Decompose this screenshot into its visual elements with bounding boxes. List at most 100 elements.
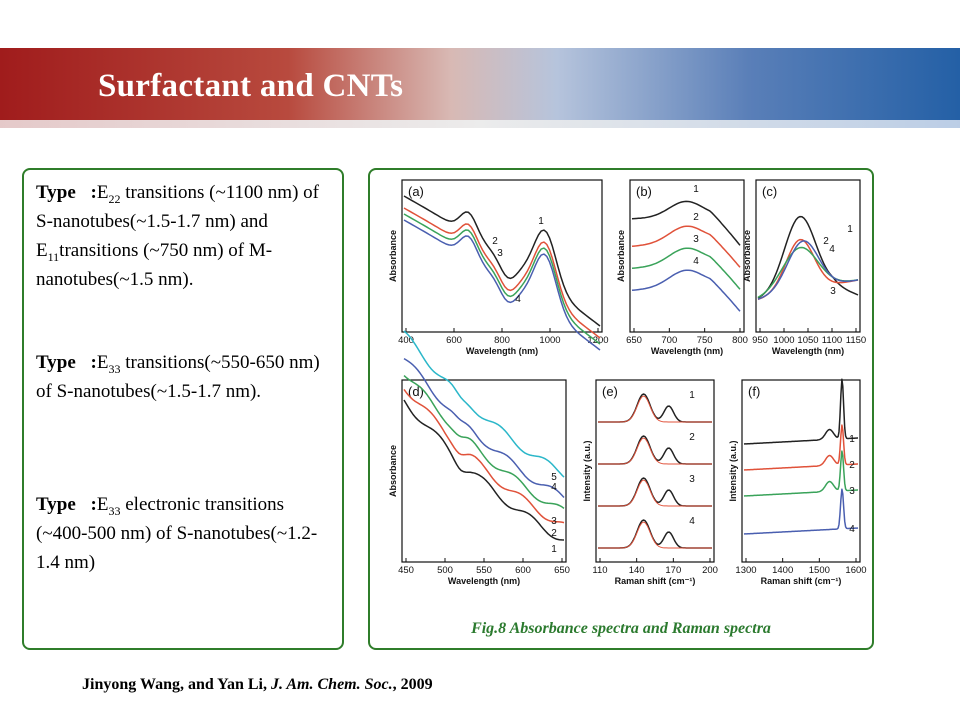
panel-b-curve-label: 2 (693, 212, 699, 223)
panel-e-ylabel: Intensity (a.u.) (582, 440, 592, 501)
panel-c-tick-label: 1150 (846, 335, 866, 346)
panel-e: (e) 110 140 170 200 Raman shift (cm⁻¹) Intensi… (582, 379, 718, 586)
panel-a-tick-label: 1000 (539, 335, 560, 346)
panel-c-xlabel: Wavelength (nm) (772, 346, 844, 356)
type-2-e-symbol: E (96, 352, 109, 373)
type-3-paragraph: Type :E33 electronic transitions (~400-5… (36, 490, 336, 577)
panel-a-curve-label: 2 (492, 236, 498, 247)
panel-e-curve-label: 3 (689, 474, 695, 485)
panel-c-tick-label: 1100 (822, 335, 842, 346)
panel-c-curve-4 (757, 240, 859, 300)
panel-b-xlabel: Wavelength (nm) (651, 346, 723, 356)
panel-d-frame (401, 379, 567, 563)
panel-e-letter: (e) (602, 384, 618, 399)
figure-caption: Fig.8 Absorbance spectra and Raman spect… (471, 620, 771, 637)
citation-year: , 2009 (392, 676, 433, 693)
panel-b-tick-label: 650 (626, 335, 642, 346)
panel-d-curve-1 (403, 399, 565, 541)
panel-a-tick-label: 400 (398, 335, 414, 346)
panel-f-xlabel: Raman shift (cm⁻¹) (761, 576, 842, 586)
panel-b-curve-label: 3 (693, 234, 699, 245)
panel-c-curve-1 (757, 215, 859, 299)
panel-e-tick-label: 140 (629, 565, 645, 576)
panel-c-frame (755, 179, 861, 333)
panel-d-curve-label: 1 (551, 544, 557, 555)
citation-authors: Jinyong Wang, and Yan Li, (82, 676, 271, 693)
type-1-e2-symbol: E (36, 240, 48, 261)
panel-d-tick-label: 550 (476, 565, 492, 576)
type-1-e-subscript: 22 (108, 191, 121, 206)
panel-f-curve-label: 1 (849, 434, 855, 445)
banner-shadow (0, 120, 960, 128)
panel-d-tick-label: 650 (554, 565, 570, 576)
figure-box: (a) 400 600 800 1000 1200 Wavelength (nm) Absor… (368, 168, 874, 650)
panel-d-tick-label: 600 (515, 565, 531, 576)
panel-b-curve-label: 4 (693, 256, 699, 267)
type-2-paragraph: Type :E33 transitions(~550-650 nm) of S-… (36, 348, 336, 406)
panel-e-curve-label: 4 (689, 516, 695, 527)
panel-d-curve-label: 3 (551, 516, 557, 527)
panel-a-tick-label: 600 (446, 335, 462, 346)
panel-c-ylabel: Absorbance (742, 230, 752, 282)
panel-d-curve-label: 5 (551, 472, 557, 483)
panel-a-curve-2 (403, 207, 601, 339)
type-1-label: Type : (36, 182, 97, 203)
type-2-text: transitions(~550-650 nm) of S-nanotubes(… (36, 352, 320, 402)
panel-f-curve-4 (743, 488, 859, 535)
type-2-e-subscript: 33 (108, 361, 121, 376)
panel-a-curve-label: 4 (515, 294, 521, 305)
panel-e-frame (595, 379, 715, 563)
type-1-paragraph: Type : E 22 transitions (~1100 nm) of S-na… (36, 178, 336, 294)
panel-e-xlabel: Raman shift (cm⁻¹) (615, 576, 696, 586)
panel-e-fit-3 (598, 479, 712, 507)
panel-f-curve-label: 2 (849, 460, 855, 471)
panel-a-ylabel: Absorbance (388, 230, 398, 282)
panel-a-curve-label: 1 (538, 216, 544, 227)
panel-c-curve-label: 3 (830, 286, 836, 297)
panel-d-curve-4 (403, 357, 565, 499)
panel-e-fit-1 (598, 395, 712, 423)
panel-d-curve-label: 4 (551, 482, 557, 493)
panel-e-fit-4 (598, 521, 712, 549)
citation-journal: J. Am. Chem. Soc. (270, 676, 393, 693)
panel-f-tick-label: 1500 (809, 565, 830, 576)
panel-a-xlabel: Wavelength (nm) (466, 346, 538, 356)
panel-c-curve-label: 1 (847, 224, 853, 235)
panel-e-curve-2 (598, 435, 712, 465)
type-1-e2-subscript: 11 (47, 249, 60, 264)
panel-d-curve-label: 2 (551, 528, 557, 539)
panel-a-curve-3 (403, 213, 601, 345)
panel-e-curve-label: 2 (689, 432, 695, 443)
panel-b-ylabel: Absorbance (616, 230, 626, 282)
panel-d-curve-5 (403, 330, 565, 478)
panel-b-tick-label: 700 (661, 335, 677, 346)
citation: Jinyong Wang, and Yan Li, J. Am. Chem. S… (82, 676, 433, 694)
panel-b-curve-4 (631, 269, 741, 312)
panel-f-ylabel: Intensity (a.u.) (728, 440, 738, 501)
panel-b-curve-1 (631, 200, 741, 246)
panel-f-curve-label: 4 (849, 524, 855, 535)
panel-a-curve-1 (403, 195, 601, 327)
type-2-label: Type : (36, 352, 97, 373)
type-1-text-a: transitions (~1100 nm) of S-nanotubes(~1… (36, 182, 319, 232)
panel-f-frame (741, 379, 861, 563)
panel-a-tick-label: 1200 (587, 335, 608, 346)
panel-e-curve-3 (598, 477, 712, 507)
panel-c-curve-2 (757, 238, 859, 301)
panel-f-curve-2 (743, 424, 858, 471)
panel-e-fit-2 (598, 437, 712, 465)
slide-title: Surfactant and CNTs (98, 68, 404, 104)
panel-e-tick-label: 110 (592, 565, 607, 576)
panel-c-curve-label: 2 (823, 236, 829, 247)
panel-d-tick-label: 500 (437, 565, 453, 576)
panel-b-curve-label: 1 (693, 184, 699, 195)
type-3-text: electronic transitions (~400-500 nm) of … (36, 494, 318, 573)
panel-b-curve-2 (631, 225, 741, 268)
panel-e-tick-label: 200 (702, 565, 718, 576)
panel-a-letter: (a) (408, 184, 424, 199)
transition-types-box: Type :E22 transitions (~1100 nm) of S-na… (22, 168, 344, 650)
